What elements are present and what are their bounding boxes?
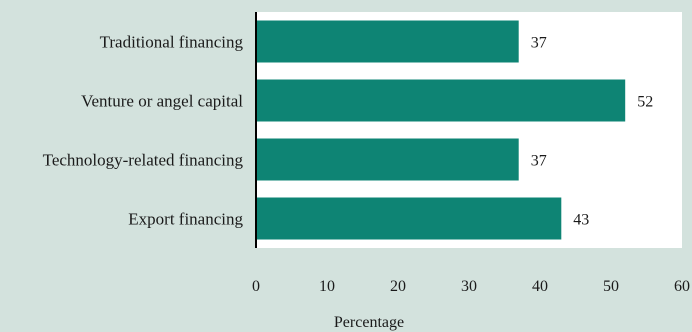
x-tick-label-40: 40 [532,278,548,295]
bar-1 [256,20,519,63]
labels-layer: Traditional financing 37 Venture or angel … [43,33,654,229]
x-tick-label-30: 30 [461,278,477,295]
x-axis-title: Percentage [334,314,404,331]
category-label-1: Traditional financing [100,33,244,52]
value-label-4: 43 [573,212,589,229]
value-label-2: 52 [637,94,653,111]
bar-2 [256,79,626,122]
x-tick-label-60: 60 [674,278,690,295]
bar-4 [256,197,562,240]
category-label-2: Venture or angel capital [81,92,243,111]
bars-layer [256,20,626,240]
x-tick-label-20: 20 [390,278,406,295]
category-label-3: Technology-related financing [43,151,244,170]
value-label-1: 37 [531,35,547,52]
x-ticks-layer: 0 10 20 30 40 50 60 [252,278,690,295]
value-label-3: 37 [531,153,547,170]
x-tick-label-10: 10 [319,278,335,295]
category-label-4: Export financing [128,210,243,229]
bar-3 [256,138,519,181]
x-tick-label-0: 0 [252,278,260,295]
x-tick-label-50: 50 [603,278,619,295]
